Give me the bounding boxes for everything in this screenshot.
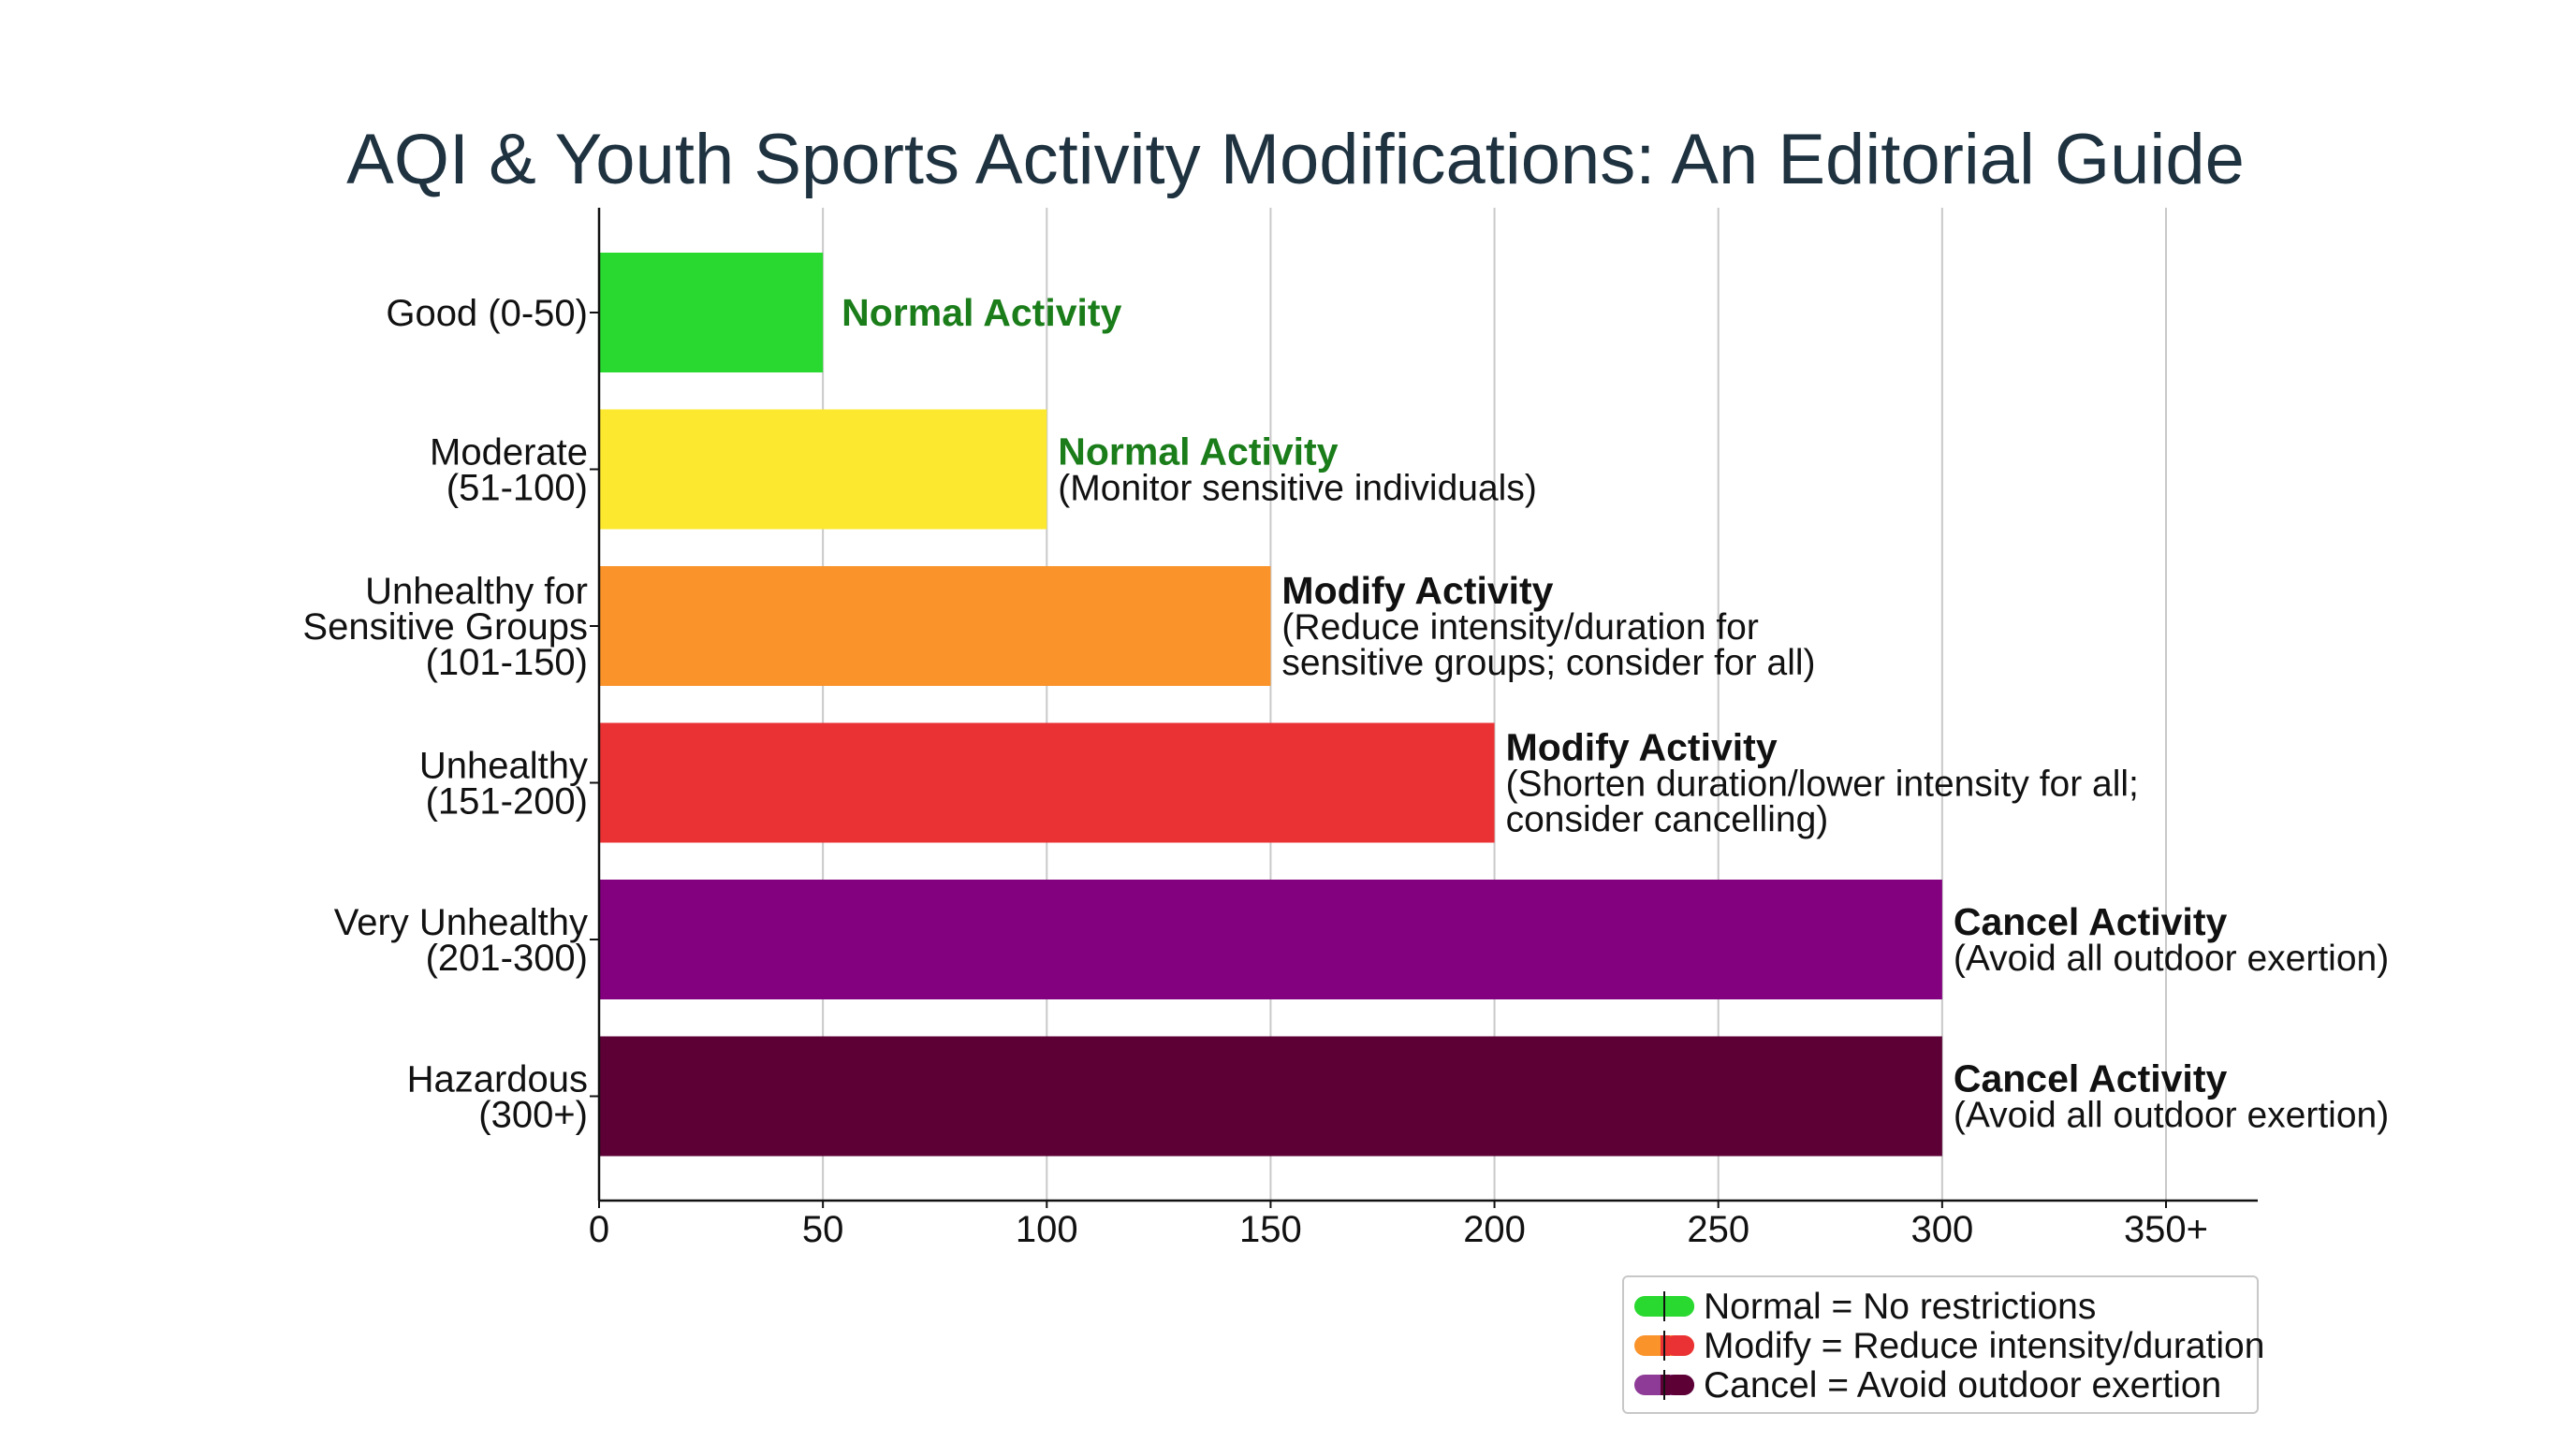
category-label: Very Unhealthy [334,902,588,943]
bar-annotation-detail: consider cancelling) [1506,800,1829,840]
legend-box [1622,1275,2259,1414]
category-label: Unhealthy for [365,571,588,612]
x-tick-label: 0 [589,1209,609,1250]
legend-swatch-right [1664,1296,1694,1317]
category-labels: Good (0-50) Moderate(51-100) Unhealthy for… [302,293,588,1136]
chart-title: AQI & Youth Sports Activity Modification… [346,120,2245,199]
bar [599,566,1271,686]
bar [599,409,1047,530]
bar-annotation-heading: Normal Activity [1058,430,1338,473]
bars [599,253,1942,1157]
legend-entry-label: Cancel = Avoid outdoor exertion [1704,1365,2221,1406]
category-label: (51-100) [446,468,588,509]
bar-annotation-heading: Modify Activity [1281,569,1553,612]
axes: 0 50 100 150 200 250 300 350+ [589,208,2258,1250]
category-label: (101-150) [426,642,588,683]
bar-annotation-heading: Cancel Activity [1954,1057,2228,1100]
bar [599,722,1495,843]
category-label: (201-300) [426,938,588,979]
legend-swatch-right [1664,1375,1694,1395]
category-label: Good (0-50) [386,293,588,334]
bar-annotation-heading: Cancel Activity [1954,900,2228,943]
category-label: (151-200) [426,781,588,823]
bar-annotation-detail: sensitive groups; consider for all) [1281,643,1815,683]
x-tick-label: 200 [1463,1209,1526,1250]
bar [599,880,1942,999]
bar [599,1036,1942,1157]
x-tick-label: 350+ [2124,1209,2208,1250]
bar-annotation-heading: Modify Activity [1506,726,1778,769]
category-label: Unhealthy [419,746,588,787]
legend-entry-label: Modify = Reduce intensity/duration [1704,1326,2264,1366]
bar-annotation-detail: (Avoid all outdoor exertion) [1954,939,2389,979]
category-label: Hazardous [407,1059,588,1100]
x-tick-label: 250 [1687,1209,1749,1250]
legend-swatch-right [1664,1335,1694,1356]
x-tick-label: 300 [1910,1209,1973,1250]
x-tick-label: 150 [1239,1209,1302,1250]
bar-annotation-detail: (Monitor sensitive individuals) [1058,469,1537,509]
bar-annotation-detail: (Reduce intensity/duration for [1281,607,1758,648]
bar [599,253,824,372]
bar-annotation-detail: (Avoid all outdoor exertion) [1954,1096,2389,1136]
category-label: Sensitive Groups [302,606,588,648]
x-tick-label: 100 [1016,1209,1078,1250]
x-tick-label: 50 [802,1209,844,1250]
category-label: Moderate [430,432,588,473]
bar-annotation-detail: (Shorten duration/lower intensity for al… [1506,765,2139,805]
category-label: (300+) [478,1095,588,1136]
bar-annotation-heading: Normal Activity [842,291,1121,334]
gridlines [822,208,2167,1201]
legend-entry-label: Normal = No restrictions [1704,1287,2096,1327]
